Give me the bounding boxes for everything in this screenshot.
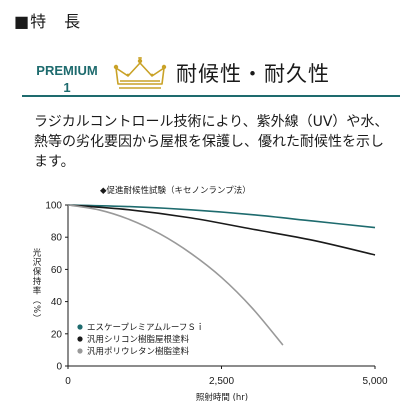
x-tick-label: 0 [65, 376, 71, 387]
crown-icon [113, 57, 167, 89]
legend-marker-1 [77, 324, 83, 330]
feature-title: 耐候性・耐久性 [176, 62, 330, 86]
y-tick-label: 80 [51, 233, 63, 244]
x-tick-label: 2,500 [209, 376, 234, 387]
title-divider [22, 95, 400, 97]
y-tick-label: 20 [51, 329, 63, 340]
premium-label: PREMIUM 1 [30, 62, 104, 96]
x-tick-label: 5,000 [362, 376, 387, 387]
chart-title: ◆促進耐候性試験（キセノンランプ法） [100, 185, 251, 196]
x-tick-group: 0 2,500 5,000 [65, 366, 388, 387]
premium-label-line2: 1 [63, 80, 71, 95]
series-group [67, 204, 376, 346]
series-line-1 [67, 204, 376, 229]
legend-label-1: エスケープレミアムルーフＳｉ [87, 322, 204, 333]
y-axis-label: 光沢保持率（%） [31, 247, 41, 323]
y-tick-group: 0 20 40 60 80 100 [45, 201, 68, 373]
legend-label-2: 汎用シリコン樹脂屋根塗料 [87, 334, 190, 345]
y-tick-label: 40 [51, 297, 63, 308]
legend-marker-2 [77, 336, 83, 342]
series-line-3 [67, 204, 284, 346]
legend-marker-3 [77, 348, 83, 354]
y-tick-label: 0 [56, 362, 62, 373]
premium-label-line1: PREMIUM [36, 63, 98, 78]
y-tick-label: 100 [45, 201, 62, 212]
series-line-2 [67, 204, 376, 256]
x-axis-label: 照射時間 (hr) [196, 392, 248, 403]
legend-label-3: 汎用ポリウレタン樹脂塗料 [87, 346, 190, 357]
section-heading: ■特 長 [14, 12, 82, 31]
description-text: ラジカルコントロール技術により、紫外線（UV）や水、熱等の劣化要因から屋根を保護… [34, 114, 389, 170]
y-tick-label: 60 [51, 265, 63, 276]
